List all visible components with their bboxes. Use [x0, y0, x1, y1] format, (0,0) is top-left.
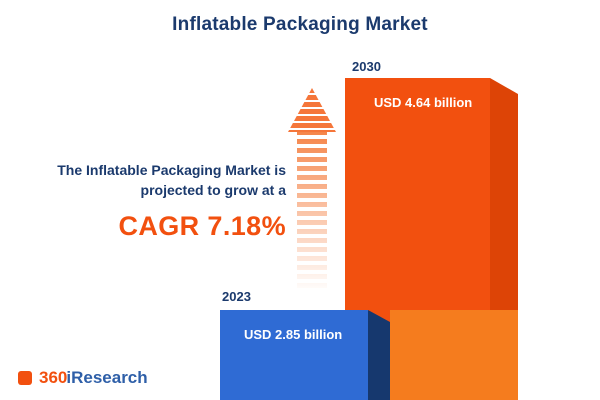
logo-text-prefix: 360 [39, 368, 68, 387]
up-arrow-head [288, 88, 336, 132]
bar-2030-year-label: 2030 [352, 59, 381, 74]
bar-2030-lower-face [390, 310, 518, 400]
bar-2023-side-face [368, 310, 390, 400]
growth-text-block: The Inflatable Packaging Market is proje… [8, 160, 286, 246]
logo-text: 360iResearch [39, 368, 148, 388]
page-title: Inflatable Packaging Market [172, 14, 428, 35]
up-arrow-icon [288, 88, 336, 288]
bar-2023-value-label: USD 2.85 billion [244, 327, 343, 342]
up-arrow-body [297, 130, 327, 288]
logo-square-icon [18, 371, 32, 385]
bar-2030-value-label: USD 4.64 billion [374, 95, 473, 110]
logo-text-suffix: iResearch [66, 368, 148, 387]
bar-2023-year-label: 2023 [222, 289, 251, 304]
cagr-value: CAGR 7.18% [118, 210, 286, 241]
growth-text-line-2: projected to grow at a [140, 182, 286, 199]
logo: 360iResearch [18, 368, 148, 388]
growth-text-line-1: The Inflatable Packaging Market is [57, 162, 286, 178]
bar-2023 [220, 310, 368, 400]
